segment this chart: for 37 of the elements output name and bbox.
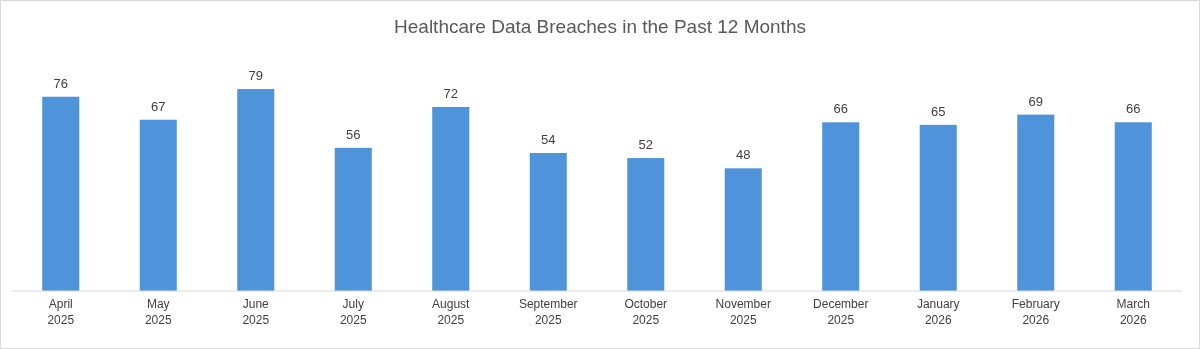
x-tick-label: April 2025 (47, 297, 75, 327)
data-label: 72 (443, 85, 458, 101)
x-tick-label: July 2025 (339, 297, 367, 327)
data-label: 76 (53, 75, 68, 91)
x-tick-label: September 2025 (518, 297, 578, 327)
data-label: 66 (1126, 101, 1141, 117)
x-tick-label: February 2026 (1011, 297, 1060, 327)
data-label: 52 (638, 137, 653, 153)
bar (529, 152, 567, 291)
x-tick-label: May 2025 (144, 297, 172, 327)
bar (1017, 114, 1055, 291)
x-tick-label: November 2025 (715, 297, 771, 327)
data-label: 65 (931, 103, 946, 119)
x-tick-label: August 2025 (432, 297, 471, 327)
x-tick-label: October 2025 (624, 297, 668, 327)
data-label: 54 (541, 131, 556, 147)
bar (822, 122, 860, 291)
bar (627, 158, 665, 291)
x-tick-label: June 2025 (242, 297, 270, 327)
bar (724, 168, 762, 291)
data-label: 67 (151, 98, 166, 114)
data-label: 79 (248, 68, 263, 84)
bar (432, 106, 470, 291)
bar (1114, 122, 1152, 291)
bar (237, 89, 275, 291)
data-label: 69 (1028, 93, 1043, 109)
bar (42, 96, 80, 291)
x-tick-label: March 2026 (1116, 297, 1150, 327)
bar (139, 119, 177, 291)
data-label: 48 (736, 147, 751, 163)
data-label: 66 (833, 101, 848, 117)
x-tick-label: January 2026 (916, 297, 960, 327)
bar (334, 147, 372, 291)
bar (919, 124, 957, 291)
x-tick-label: December 2025 (813, 297, 869, 327)
data-label: 56 (346, 126, 361, 142)
chart-title: Healthcare Data Breaches in the Past 12 Months (394, 16, 806, 37)
